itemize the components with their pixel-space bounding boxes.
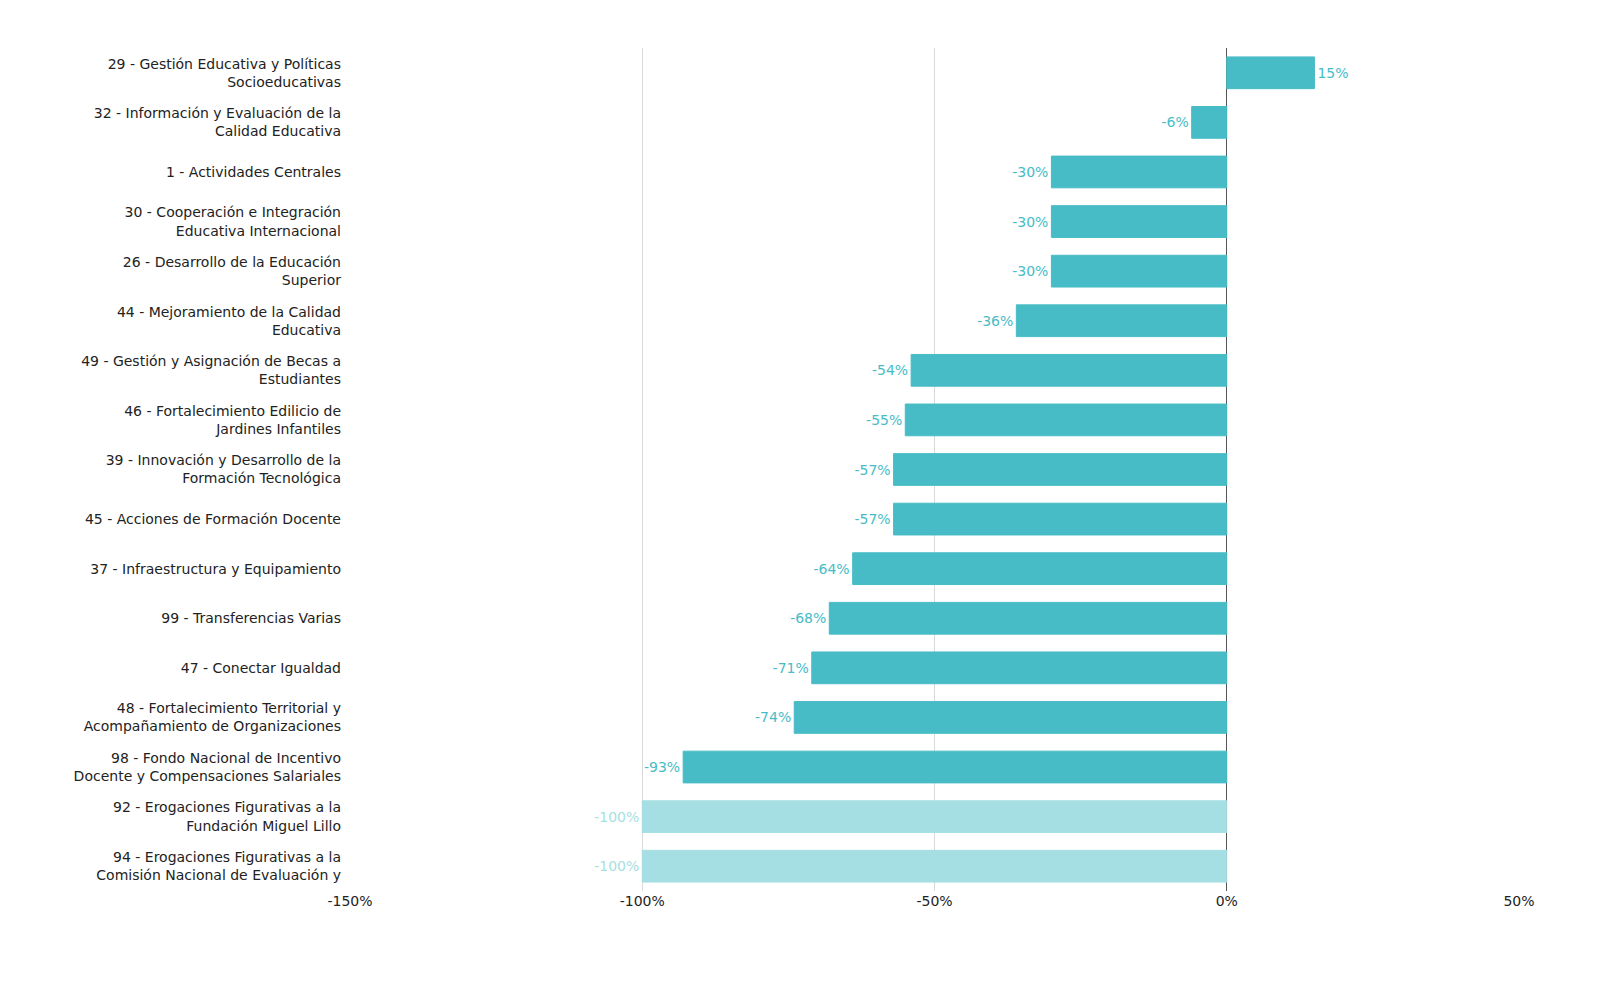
- svg-text:50%: 50%: [1503, 893, 1534, 909]
- svg-text:29 - Gestión Educativa y Polít: 29 - Gestión Educativa y PolíticasSocioe…: [108, 56, 341, 90]
- svg-text:-30%: -30%: [1012, 164, 1048, 180]
- svg-text:26 - Desarrollo de la Educació: 26 - Desarrollo de la EducaciónSuperior: [123, 254, 341, 288]
- svg-text:30 - Cooperación e Integración: 30 - Cooperación e IntegraciónEducativa …: [125, 204, 341, 238]
- svg-text:15%: 15%: [1317, 65, 1348, 81]
- svg-text:37 - Infraestructura y Equipam: 37 - Infraestructura y Equipamiento: [90, 561, 341, 577]
- svg-text:-64%: -64%: [813, 561, 849, 577]
- svg-text:39 - Innovación y Desarrollo d: 39 - Innovación y Desarrollo de laFormac…: [106, 452, 341, 486]
- svg-text:-150%: -150%: [327, 893, 372, 909]
- svg-text:-68%: -68%: [790, 610, 826, 626]
- svg-text:-55%: -55%: [866, 412, 902, 428]
- svg-text:-100%: -100%: [594, 809, 639, 825]
- svg-text:94 - Erogaciones Figurativas a: 94 - Erogaciones Figurativas a laComisió…: [96, 849, 341, 883]
- svg-text:49 - Gestión y Asignación de B: 49 - Gestión y Asignación de Becas aEstu…: [81, 353, 341, 387]
- svg-text:-74%: -74%: [755, 709, 791, 725]
- svg-text:99 - Transferencias Varias: 99 - Transferencias Varias: [161, 610, 341, 626]
- svg-text:-54%: -54%: [872, 362, 908, 378]
- svg-text:46 - Fortalecimiento Edilicio: 46 - Fortalecimiento Edilicio deJardines…: [124, 403, 341, 437]
- svg-text:-71%: -71%: [773, 660, 809, 676]
- svg-text:0%: 0%: [1216, 893, 1238, 909]
- svg-text:-30%: -30%: [1012, 263, 1048, 279]
- svg-text:-6%: -6%: [1161, 114, 1188, 130]
- svg-text:-30%: -30%: [1012, 214, 1048, 230]
- svg-text:-50%: -50%: [916, 893, 952, 909]
- svg-text:-57%: -57%: [854, 462, 890, 478]
- svg-text:44 - Mejoramiento de la Calida: 44 - Mejoramiento de la CalidadEducativa: [117, 304, 341, 338]
- svg-text:-100%: -100%: [620, 893, 665, 909]
- svg-text:-100%: -100%: [594, 858, 639, 874]
- svg-text:32 - Información y Evaluación: 32 - Información y Evaluación de laCalid…: [94, 105, 341, 139]
- svg-text:48 - Fortalecimiento Territori: 48 - Fortalecimiento Territorial yAcompa…: [84, 700, 341, 734]
- svg-text:-93%: -93%: [644, 759, 680, 775]
- svg-text:45 - Acciones de Formación Doc: 45 - Acciones de Formación Docente: [85, 511, 341, 527]
- svg-text:98 - Fondo Nacional de Incenti: 98 - Fondo Nacional de IncentivoDocente …: [74, 750, 341, 784]
- svg-text:92 - Erogaciones Figurativas a: 92 - Erogaciones Figurativas a laFundaci…: [113, 799, 341, 833]
- svg-text:1 - Actividades Centrales: 1 - Actividades Centrales: [166, 164, 341, 180]
- svg-text:47 - Conectar Igualdad: 47 - Conectar Igualdad: [181, 660, 341, 676]
- svg-text:-57%: -57%: [854, 511, 890, 527]
- svg-text:-36%: -36%: [977, 313, 1013, 329]
